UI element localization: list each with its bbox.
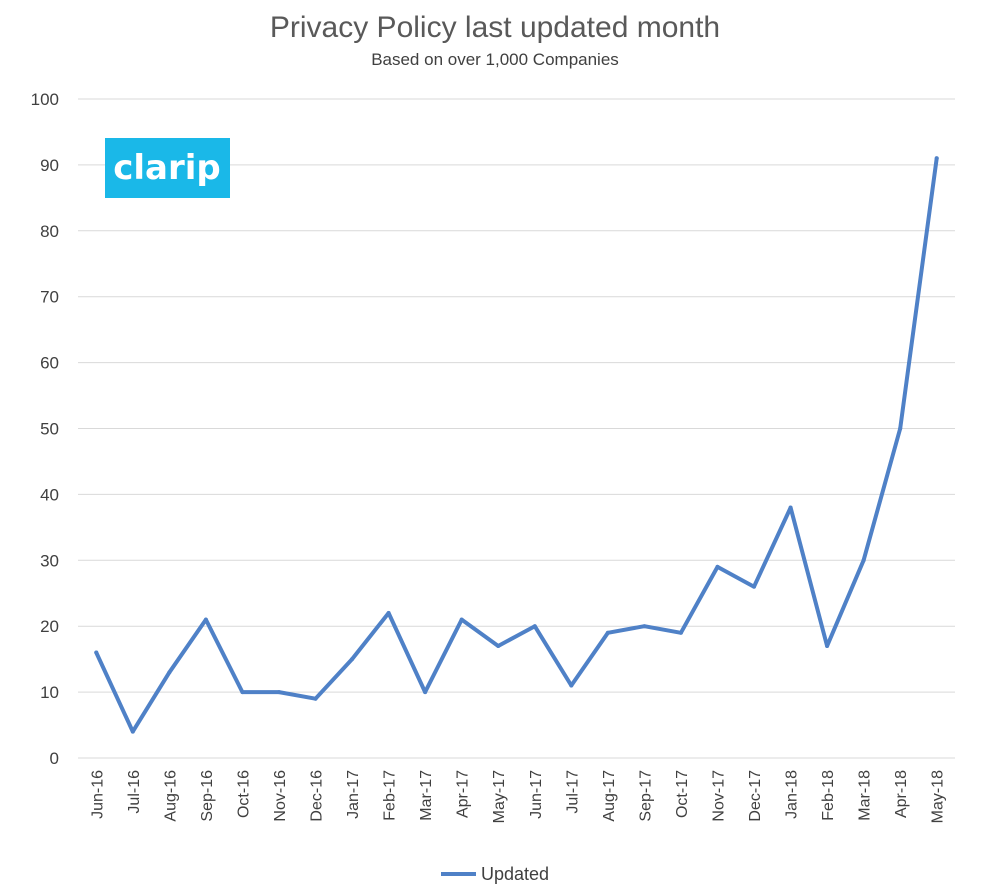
data-point — [459, 617, 464, 622]
data-point — [788, 505, 793, 510]
x-tick-label: Sep-16 — [199, 770, 216, 822]
x-tick-label: Jun-16 — [89, 770, 106, 819]
legend: Updated — [441, 864, 549, 884]
y-tick-label: 90 — [40, 156, 59, 175]
data-point — [423, 690, 428, 695]
series-line-updated — [94, 156, 939, 734]
y-tick-label: 60 — [40, 354, 59, 373]
data-point — [934, 156, 939, 161]
data-point — [825, 643, 830, 648]
x-tick-label: Feb-17 — [382, 770, 399, 821]
x-tick-label: Aug-16 — [162, 770, 179, 822]
x-tick-label: Apr-18 — [893, 770, 910, 818]
x-tick-label: Mar-17 — [418, 770, 435, 821]
data-point — [605, 630, 610, 635]
x-tick-label: Nov-16 — [272, 770, 289, 822]
data-point — [678, 630, 683, 635]
x-tick-label: Oct-16 — [235, 770, 252, 818]
data-point — [240, 690, 245, 695]
y-tick-label: 50 — [40, 420, 59, 439]
data-point — [167, 670, 172, 675]
series-updated — [94, 156, 939, 734]
y-tick-label: 0 — [50, 749, 59, 768]
gridlines — [78, 98, 955, 759]
chart-subtitle: Based on over 1,000 Companies — [371, 50, 619, 69]
x-axis-tick-labels: Jun-16 Jul-16 Aug-16 Sep-16 Oct-16 Nov-16 Dec-… — [89, 770, 946, 823]
chart-title: Privacy Policy last updated month — [270, 11, 720, 44]
data-point — [276, 690, 281, 695]
logo-background — [105, 138, 230, 198]
x-tick-label: Jan-17 — [345, 770, 362, 819]
x-tick-label: Dec-16 — [309, 770, 326, 822]
data-point — [861, 558, 866, 563]
data-point — [496, 643, 501, 648]
legend-label-updated: Updated — [481, 864, 549, 884]
data-point — [752, 584, 757, 589]
x-tick-label: Mar-18 — [857, 770, 874, 821]
x-tick-label: Dec-17 — [747, 770, 764, 822]
x-tick-label: Sep-17 — [637, 770, 654, 822]
data-point — [642, 624, 647, 629]
y-tick-label: 40 — [40, 485, 59, 504]
y-tick-label: 80 — [40, 222, 59, 241]
data-point — [313, 696, 318, 701]
x-tick-label: Jun-17 — [528, 770, 545, 819]
y-tick-label: 100 — [31, 90, 59, 109]
data-point — [350, 657, 355, 662]
data-point — [203, 617, 208, 622]
data-point — [130, 729, 135, 734]
logo-text: clarip — [113, 148, 221, 188]
x-tick-label: Oct-17 — [674, 770, 691, 818]
x-tick-label: Jul-17 — [564, 770, 581, 814]
y-tick-label: 30 — [40, 551, 59, 570]
clarip-logo: clarip — [105, 138, 230, 198]
x-tick-label: May-17 — [491, 770, 508, 823]
data-point — [386, 611, 391, 616]
data-point — [569, 683, 574, 688]
x-tick-label: May-18 — [930, 770, 947, 823]
x-tick-label: Feb-18 — [820, 770, 837, 821]
y-tick-label: 10 — [40, 683, 59, 702]
y-tick-label: 70 — [40, 288, 59, 307]
data-point — [898, 426, 903, 431]
data-point — [532, 624, 537, 629]
x-tick-label: Aug-17 — [601, 770, 618, 822]
y-tick-label: 20 — [40, 617, 59, 636]
x-tick-label: Jul-16 — [126, 770, 143, 814]
x-tick-label: Apr-17 — [455, 770, 472, 818]
x-tick-label: Nov-17 — [710, 770, 727, 822]
data-point — [715, 564, 720, 569]
x-tick-label: Jan-18 — [784, 770, 801, 819]
data-point — [94, 650, 99, 655]
y-axis-tick-labels: 0 10 20 30 40 50 60 70 80 90 100 — [31, 90, 59, 768]
